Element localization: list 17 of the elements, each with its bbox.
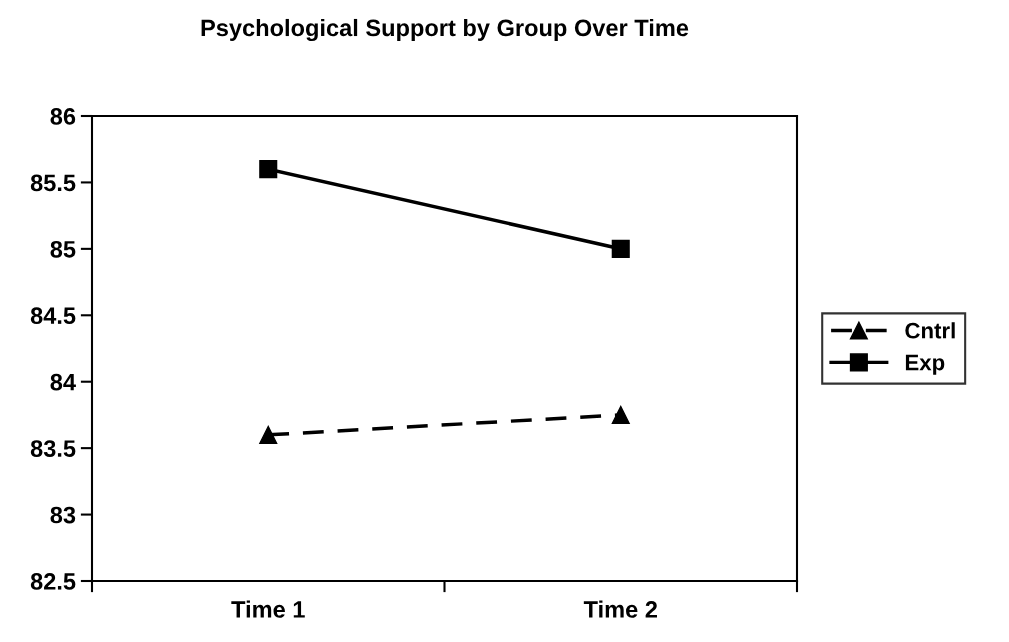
y-tick-label: 82.5 [30,573,76,590]
y-tick-label: 83.5 [30,440,76,457]
y-tick-label: 84.5 [30,307,76,325]
legend-label: Exp [905,354,945,375]
y-tick-label: 85.5 [30,174,76,192]
x-tick-label: Time 1 [231,600,305,618]
y-tick-label: 83 [50,506,76,524]
point [611,239,630,258]
point [259,160,278,179]
legend-label: Cntrl [905,322,955,339]
x-tick-label: Time 2 [583,600,657,618]
point [611,405,630,424]
chart-title: Psychological Support by Group Over Time [201,18,689,42]
y-tick-label: 84 [50,373,76,391]
point [259,425,278,444]
y-tick-label: 86 [50,108,76,125]
y-tick-label: 85 [50,240,76,258]
